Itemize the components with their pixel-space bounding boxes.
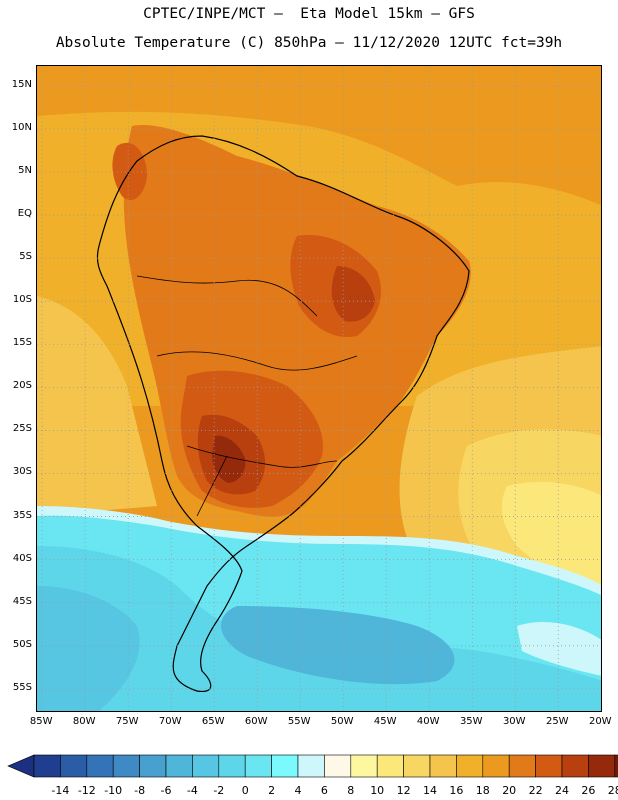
lon-label: 45W (373, 716, 397, 727)
colorbar-swatch (561, 754, 589, 778)
lon-label: 70W (158, 716, 182, 727)
colorbar-swatch (376, 754, 404, 778)
field-chaco-core (212, 435, 246, 483)
lat-label: 15N (11, 78, 32, 90)
colorbar-swatch (297, 754, 325, 778)
colorbar-label: 26 (581, 784, 596, 797)
colorbar-label: -10 (104, 784, 123, 797)
colorbar-swatch (33, 754, 61, 778)
colorbar-swatch (271, 754, 299, 778)
colorbar-swatch (588, 754, 616, 778)
colorbar-label: -4 (186, 784, 198, 797)
colorbar-swatch (139, 754, 167, 778)
colorbar-swatch (456, 754, 484, 778)
lat-label: 30S (12, 466, 32, 478)
colorbar-swatch (324, 754, 352, 778)
colorbar-label: 0 (241, 784, 249, 797)
field-north (37, 66, 601, 206)
lat-label: 15S (12, 337, 32, 349)
lon-label: 65W (201, 716, 225, 727)
colorbar-swatch (535, 754, 563, 778)
lon-label: 30W (502, 716, 526, 727)
lon-label: 50W (330, 716, 354, 727)
colorbar-swatch (403, 754, 431, 778)
lat-label: 5N (18, 164, 32, 176)
colorbar-swatch (112, 754, 140, 778)
colorbar-swatch (165, 754, 193, 778)
lat-label: 10S (12, 294, 32, 306)
lon-label: 60W (244, 716, 268, 727)
lat-label: 35S (12, 509, 32, 521)
continent-coastline (96, 135, 470, 693)
lon-label: 75W (115, 716, 139, 727)
colorbar-label: 8 (347, 784, 355, 797)
colorbar-label: 28 (607, 784, 618, 797)
lon-label: 25W (545, 716, 569, 727)
lon-label: 55W (287, 716, 311, 727)
map-title-line2: Absolute Temperature (C) 850hPa – 11/12/… (55, 35, 563, 51)
colorbar-label: -6 (160, 784, 172, 797)
colorbar-label: 24 (555, 784, 569, 797)
colorbar-swatch (508, 754, 536, 778)
colorbar-label: 4 (294, 784, 302, 797)
field-pacific (37, 296, 157, 516)
field-amazon-core (331, 266, 375, 322)
lat-label: 50S (12, 638, 32, 650)
lon-label: 40W (416, 716, 440, 727)
colorbar-label: -2 (213, 784, 225, 797)
colorbar-swatch (86, 754, 114, 778)
map-title-line1: CPTEC/INPE/MCT – Eta Model 15km – GFS (143, 6, 475, 22)
lat-label: 45S (12, 595, 32, 607)
lat-label: 40S (12, 552, 32, 564)
lon-label: 80W (72, 716, 96, 727)
lat-label: EQ (17, 208, 32, 220)
colorbar-label: 6 (320, 784, 328, 797)
colorbar-label: 20 (502, 784, 517, 797)
field-atlantic-lighter (501, 481, 601, 586)
colorbar-swatch (482, 754, 510, 778)
colorbar-label: -14 (51, 784, 70, 797)
colorbar-swatch (192, 754, 220, 778)
border-north (136, 275, 318, 317)
colorbar-swatch (429, 754, 457, 778)
lat-label: 25S (12, 423, 32, 435)
colorbar-under-arrow (7, 754, 35, 778)
colorbar (7, 754, 618, 778)
lat-label: 5S (19, 251, 32, 263)
border-central (156, 351, 358, 371)
lat-label: 55S (12, 681, 32, 693)
colorbar-swatch (218, 754, 246, 778)
border-south (186, 445, 338, 468)
colorbar-swatch (244, 754, 272, 778)
colorbar-swatch (60, 754, 88, 778)
colorbar-label: 18 (475, 784, 490, 797)
temperature-map (36, 65, 602, 712)
colorbar-label: 10 (370, 784, 385, 797)
lat-label: 10N (11, 121, 32, 133)
colorbar-label: 2 (268, 784, 276, 797)
field-south-colder (37, 546, 601, 711)
lon-label: 85W (29, 716, 53, 727)
colorbar-swatch (350, 754, 378, 778)
lon-label: 20W (588, 716, 612, 727)
field-southwest (37, 586, 140, 711)
colorbar-label: -12 (77, 784, 96, 797)
lat-label: 20S (12, 380, 32, 392)
lon-label: 35W (459, 716, 483, 727)
colorbar-label: -8 (134, 784, 146, 797)
colorbar-label: 22 (528, 784, 543, 797)
colorbar-swatch (614, 754, 618, 778)
field-se-light (517, 621, 601, 676)
field-south-core (220, 606, 455, 685)
border-andes (196, 455, 228, 517)
colorbar-label: 12 (396, 784, 411, 797)
colorbar-label: 14 (423, 784, 437, 797)
colorbar-label: 16 (449, 784, 464, 797)
